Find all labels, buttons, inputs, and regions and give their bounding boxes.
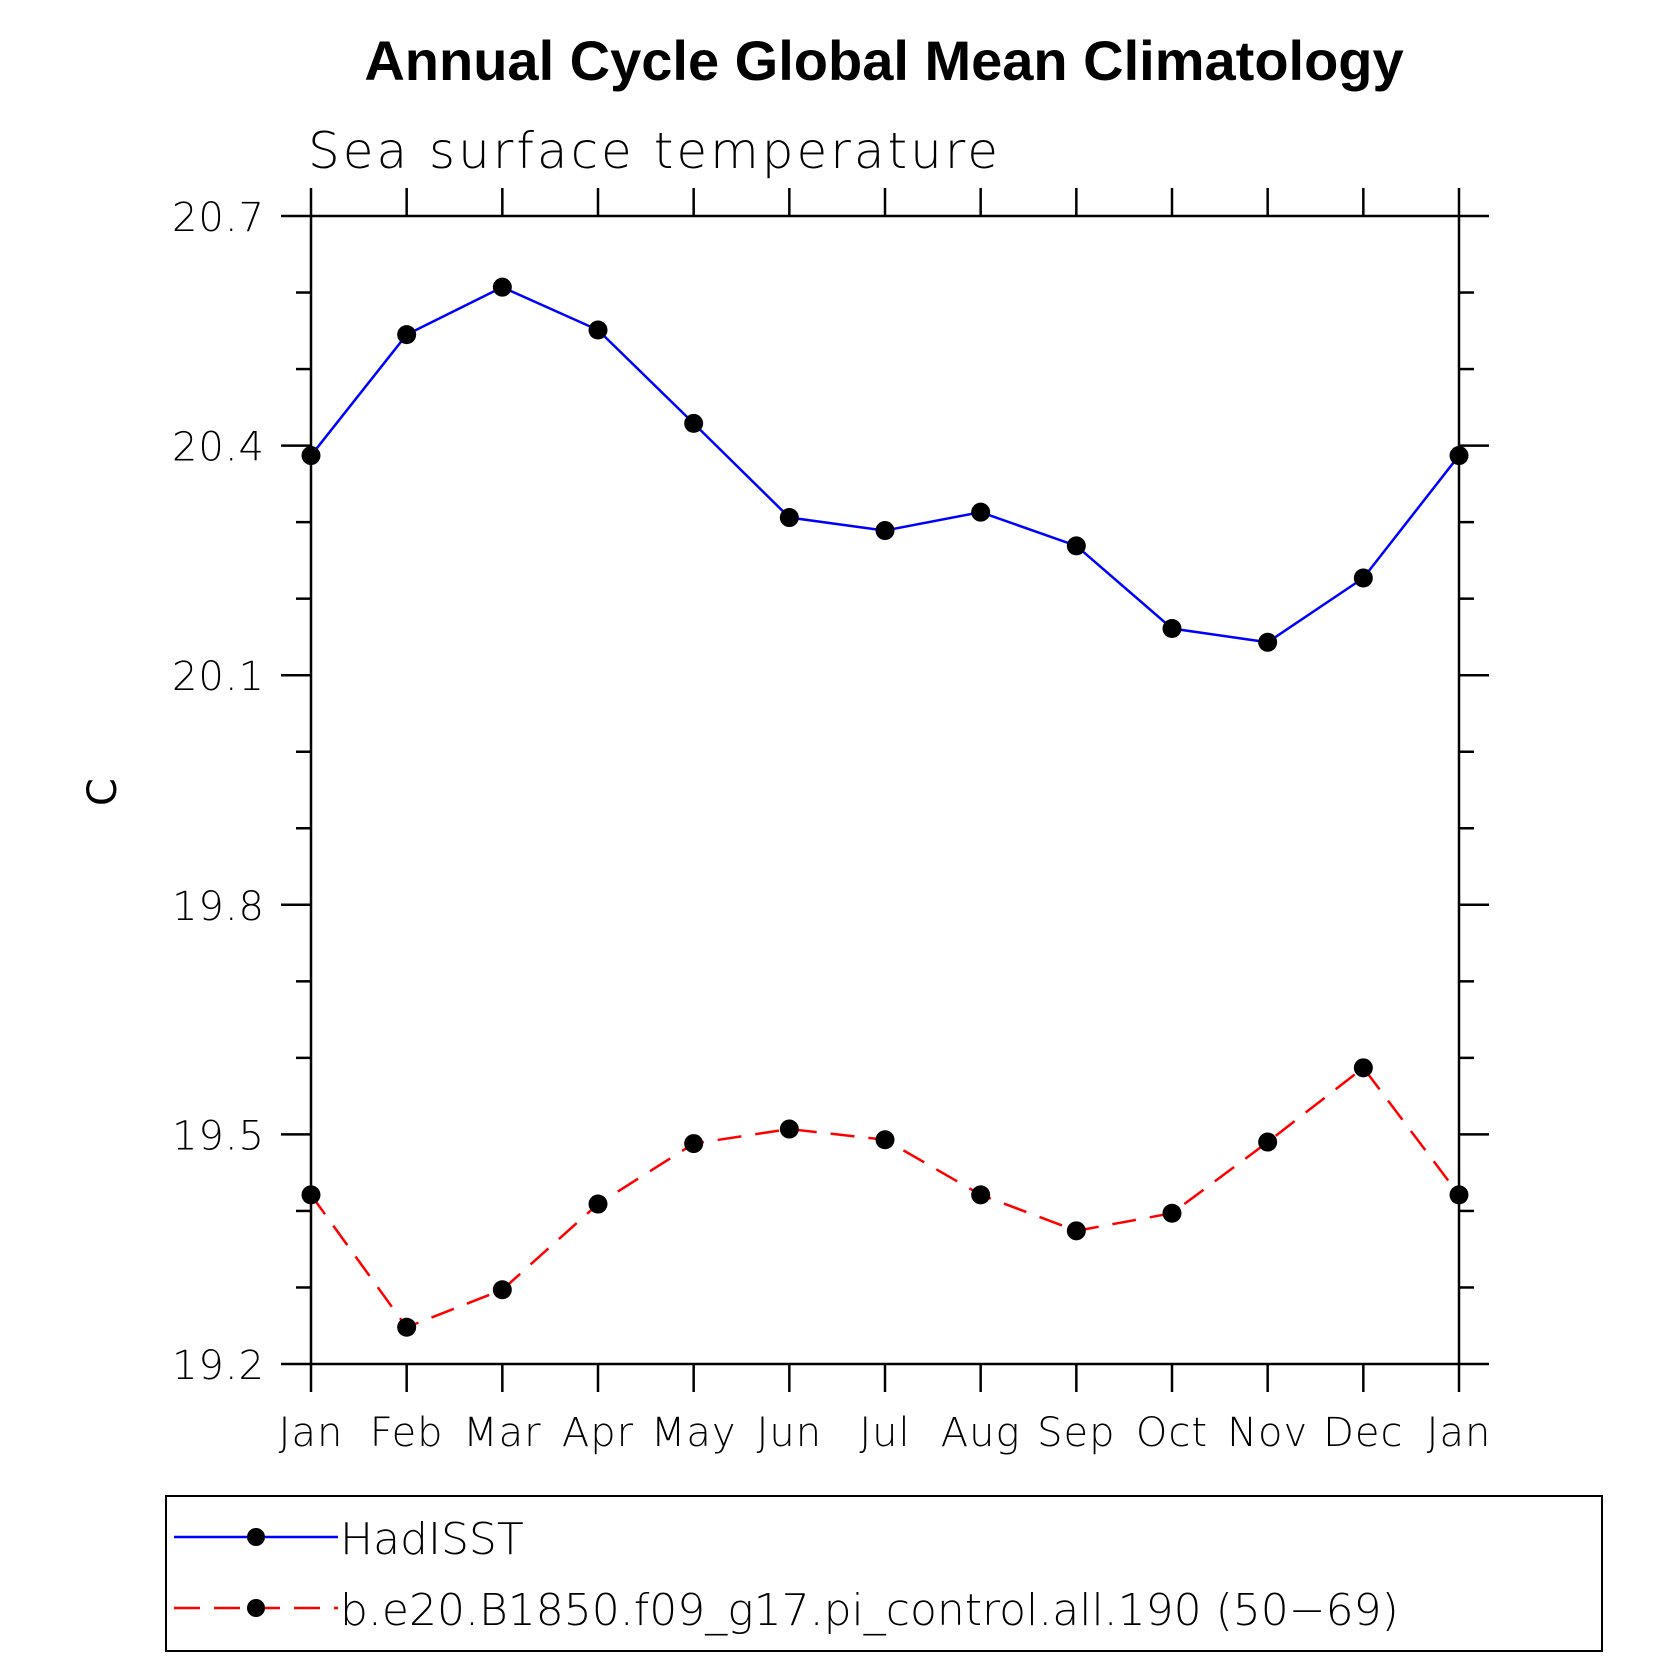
x-tick-label: Aug	[941, 1410, 1021, 1456]
y-axis-label: C	[80, 778, 126, 806]
x-tick-label: Oct	[1136, 1410, 1208, 1456]
data-point-model	[301, 1185, 321, 1205]
data-point-hadisst	[492, 277, 512, 297]
y-tick-label: 19.5	[172, 1113, 265, 1159]
data-point-hadisst	[301, 446, 321, 466]
x-tick-label: Nov	[1227, 1410, 1308, 1456]
y-tick-label: 20.7	[172, 195, 265, 241]
y-tick-label: 20.4	[172, 425, 265, 471]
chart-subtitle: Sea surface temperature	[308, 122, 1001, 180]
data-point-hadisst	[1162, 619, 1182, 639]
data-point-hadisst	[1449, 446, 1469, 466]
x-tick-label: Jun	[757, 1410, 823, 1456]
data-point-hadisst	[684, 413, 704, 433]
data-point-model	[588, 1194, 608, 1214]
data-point-hadisst	[1258, 632, 1278, 652]
data-point-hadisst	[1353, 568, 1373, 588]
data-point-model	[1066, 1221, 1086, 1241]
y-tick-labels: 19.2 19.5 19.8 20.1 20.4 20.7	[172, 195, 265, 1389]
x-tick-label: Jul	[859, 1410, 910, 1456]
series-line-hadisst	[310, 285, 1460, 644]
x-tick-label: Jan	[1427, 1410, 1492, 1456]
data-point-model	[1258, 1132, 1278, 1152]
y-tick-label: 19.8	[172, 884, 265, 930]
data-point-model	[779, 1119, 799, 1139]
plot-frame	[309, 214, 1461, 1366]
axis-ticks	[281, 188, 1489, 1392]
data-point-model	[1353, 1058, 1373, 1078]
data-point-model	[684, 1134, 704, 1154]
y-tick-label: 20.1	[172, 654, 265, 700]
data-point-model	[397, 1317, 417, 1337]
data-point-hadisst	[971, 502, 991, 522]
data-point-model	[971, 1185, 991, 1205]
data-point-model	[1449, 1185, 1469, 1205]
data-point-model	[492, 1280, 512, 1300]
x-tick-label: Mar	[463, 1410, 541, 1456]
legend-label-model: b.e20.B1850.f09_g17.pi_control.all.190 (…	[340, 1585, 1399, 1636]
data-point-model	[1162, 1203, 1182, 1223]
y-tick-label: 19.2	[172, 1343, 265, 1389]
x-tick-label: Sep	[1037, 1410, 1115, 1456]
data-point-hadisst	[779, 508, 799, 528]
x-tick-label: Feb	[370, 1410, 444, 1456]
x-tick-label: Dec	[1323, 1410, 1403, 1456]
data-point-hadisst	[588, 320, 608, 340]
legend-label-hadisst: HadISST	[340, 1514, 524, 1565]
legend: HadISST b.e20.B1850.f09_g17.pi_control.a…	[165, 1495, 1603, 1652]
x-tick-label: May	[651, 1410, 737, 1456]
x-tick-label: Apr	[562, 1410, 634, 1456]
chart-title: Annual Cycle Global Mean Climatology	[364, 29, 1403, 92]
legend-box	[165, 1495, 1603, 1652]
legend-marker-hadisst	[247, 1528, 265, 1546]
series-line-model	[309, 1066, 1460, 1329]
data-point-hadisst	[1066, 536, 1086, 556]
data-point-hadisst	[397, 325, 417, 345]
data-point-model	[875, 1130, 895, 1150]
x-tick-label: Jan	[279, 1410, 344, 1456]
legend-marker-model	[247, 1599, 265, 1617]
x-tick-labels: Jan Feb Mar Apr May Jun Jul Aug Sep Oct Nov Dec Jan	[279, 1410, 1492, 1456]
series-layer	[301, 277, 1469, 1337]
data-point-hadisst	[875, 521, 895, 541]
